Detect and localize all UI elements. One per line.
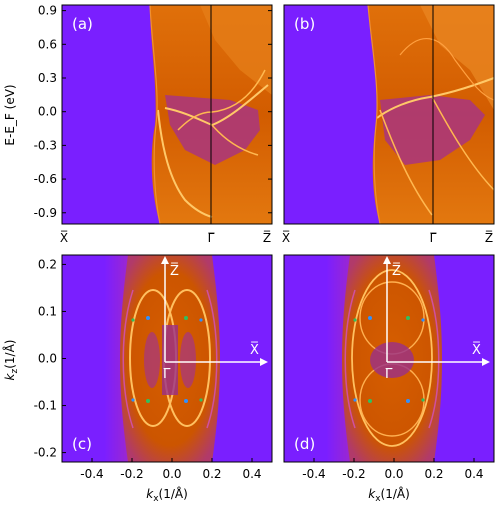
panel-a-surface-state-1: [157, 109, 213, 218]
panel-a-gap-region: [165, 95, 260, 165]
xtick-label: Γ̅: [207, 231, 215, 245]
panel-a-yticks: 0.9 0.6 0.3 0.0 -0.3 -0.6 -0.9: [34, 4, 494, 220]
ytick-label: -0.6: [34, 172, 57, 186]
panel-c-weyl-points: [131, 316, 203, 403]
panel-c-xlabel-k: k: [146, 487, 154, 501]
panel-d-xlabel: kx(1/Å): [368, 486, 410, 504]
panel-d-inset-axes: Z̅ X̅ Γ̅: [383, 256, 490, 382]
panel-b-surface-state-2: [379, 109, 433, 216]
panel-c-outer-arc-right: [206, 289, 218, 429]
ytick-label: 0.0: [38, 105, 57, 119]
xtick-label: Z̅: [263, 230, 271, 245]
ytick-label: 0.6: [38, 37, 57, 51]
xtick-label: 0.0: [384, 467, 403, 481]
xtick-label: -0.4: [80, 467, 103, 481]
panel-d-inset-x-label: X̅: [472, 342, 481, 358]
panel-d-weyl-points: [353, 316, 425, 403]
panel-d-label: (d): [294, 435, 315, 453]
panel-b-surface-state-3: [431, 96, 494, 191]
xtick-label: Z̅: [485, 230, 493, 245]
ytick-label: -0.3: [34, 138, 57, 152]
panel-a-label: (a): [72, 15, 93, 33]
xtick-label: X̅: [60, 230, 68, 245]
panel-b-upper-pocket: [420, 5, 494, 110]
ytick-label: -0.2: [34, 446, 57, 460]
panel-a-xticks: X̅ Γ̅ Z̅: [60, 230, 271, 245]
panel-b-surface-state-4: [399, 38, 494, 101]
panel-c-ylabel-unit: (1/Å): [2, 340, 17, 369]
panel-c-ylabel: kz(1/Å): [2, 340, 20, 381]
panel-c-label: (c): [72, 435, 92, 453]
panel-d-xlabel-sub: x: [375, 494, 381, 504]
ytick-label: 0.9: [38, 4, 57, 18]
xtick-label: 0.0: [162, 467, 181, 481]
panel-d-center-gap: [370, 342, 414, 378]
panel-d-inset-gamma-label: Γ̅: [385, 367, 393, 382]
panel-c-ylabel-sub: z: [10, 369, 20, 374]
panel-c-ylabel-k: k: [3, 372, 17, 380]
panel-d-edge-left: [344, 289, 356, 429]
xtick-label: -0.4: [302, 467, 325, 481]
panel-d-xlabel-k: k: [368, 487, 376, 501]
ytick-label: 0.1: [38, 304, 57, 318]
panel-b-surface-state-1: [376, 77, 494, 119]
panel-b-edge-line: [367, 5, 381, 224]
panel-d-inset-z-label: Z̅: [392, 263, 401, 279]
panel-c-inset-axes: Z̅ X̅ Γ̅: [161, 256, 268, 382]
ytick-label: 0.2: [38, 257, 57, 271]
panel-c: Z̅ X̅ Γ̅ (c) 0.2 0.1 0.0 -0.1 -0.2 -0.4 -0.2 0…: [2, 254, 288, 504]
panel-c-inner-pocket-right: [180, 332, 196, 388]
xtick-label: 0.2: [424, 467, 443, 481]
panel-c-xticks: -0.4 -0.2 0.0 0.2 0.4: [80, 458, 262, 481]
panel-c-inset-gamma-label: Γ̅: [163, 367, 171, 382]
panel-a-edge-line: [149, 5, 161, 224]
panel-d-edge-right: [428, 289, 440, 429]
panel-a-frame: [61, 4, 273, 225]
ytick-label: -0.9: [34, 206, 57, 220]
xtick-label: -0.2: [120, 467, 143, 481]
xtick-label: Γ̅: [429, 231, 437, 245]
xtick-label: 0.2: [202, 467, 221, 481]
panel-c-inset-z-label: Z̅: [170, 263, 179, 279]
panel-c-xlabel: kx(1/Å): [146, 486, 188, 504]
panel-a-surface-state-4: [211, 124, 259, 156]
panel-b-label: (b): [294, 15, 315, 33]
panel-d: Z̅ X̅ Γ̅ (d) -0.4 -0.2 0.0 0.2 0.4 kx(1/Å): [283, 254, 495, 504]
panel-b-frame: [283, 4, 495, 225]
panel-d-frame: [283, 254, 495, 463]
panel-d-xlabel-unit: (1/Å): [381, 486, 410, 501]
panel-d-xticks: -0.4 -0.2 0.0 0.2 0.4: [302, 458, 484, 481]
panel-c-inner-pocket-left: [144, 332, 160, 388]
panel-c-xlabel-unit: (1/Å): [159, 486, 188, 501]
xtick-label: -0.2: [342, 467, 365, 481]
panel-a-upper-pocket: [200, 5, 272, 95]
ytick-label: 0.0: [38, 352, 57, 366]
xtick-label: X̅: [282, 230, 290, 245]
panel-c-center-gap: [162, 325, 178, 395]
panel-d-outer-arc: [351, 269, 433, 447]
ytick-label: -0.1: [34, 399, 57, 413]
xtick-label: 0.4: [464, 467, 483, 481]
ytick-label: 0.3: [38, 71, 57, 85]
panel-a-ylabel: E-E_F (eV): [3, 84, 17, 145]
panel-c-outer-arc-left: [122, 289, 134, 429]
panel-b-xticks: X̅ Γ̅ Z̅: [282, 230, 493, 245]
panel-c-inset-x-label: X̅: [250, 342, 259, 358]
xtick-label: 0.4: [242, 467, 261, 481]
panel-a: (a) 0.90.60.30.0-0.3-0.6-0.9 E-E_F (eV) …: [3, 4, 494, 245]
panel-b: (b) X̅ Γ̅ Z̅: [282, 4, 495, 245]
panel-a-surface-state-3: [177, 69, 266, 131]
panel-c-xlabel-sub: x: [153, 494, 159, 504]
